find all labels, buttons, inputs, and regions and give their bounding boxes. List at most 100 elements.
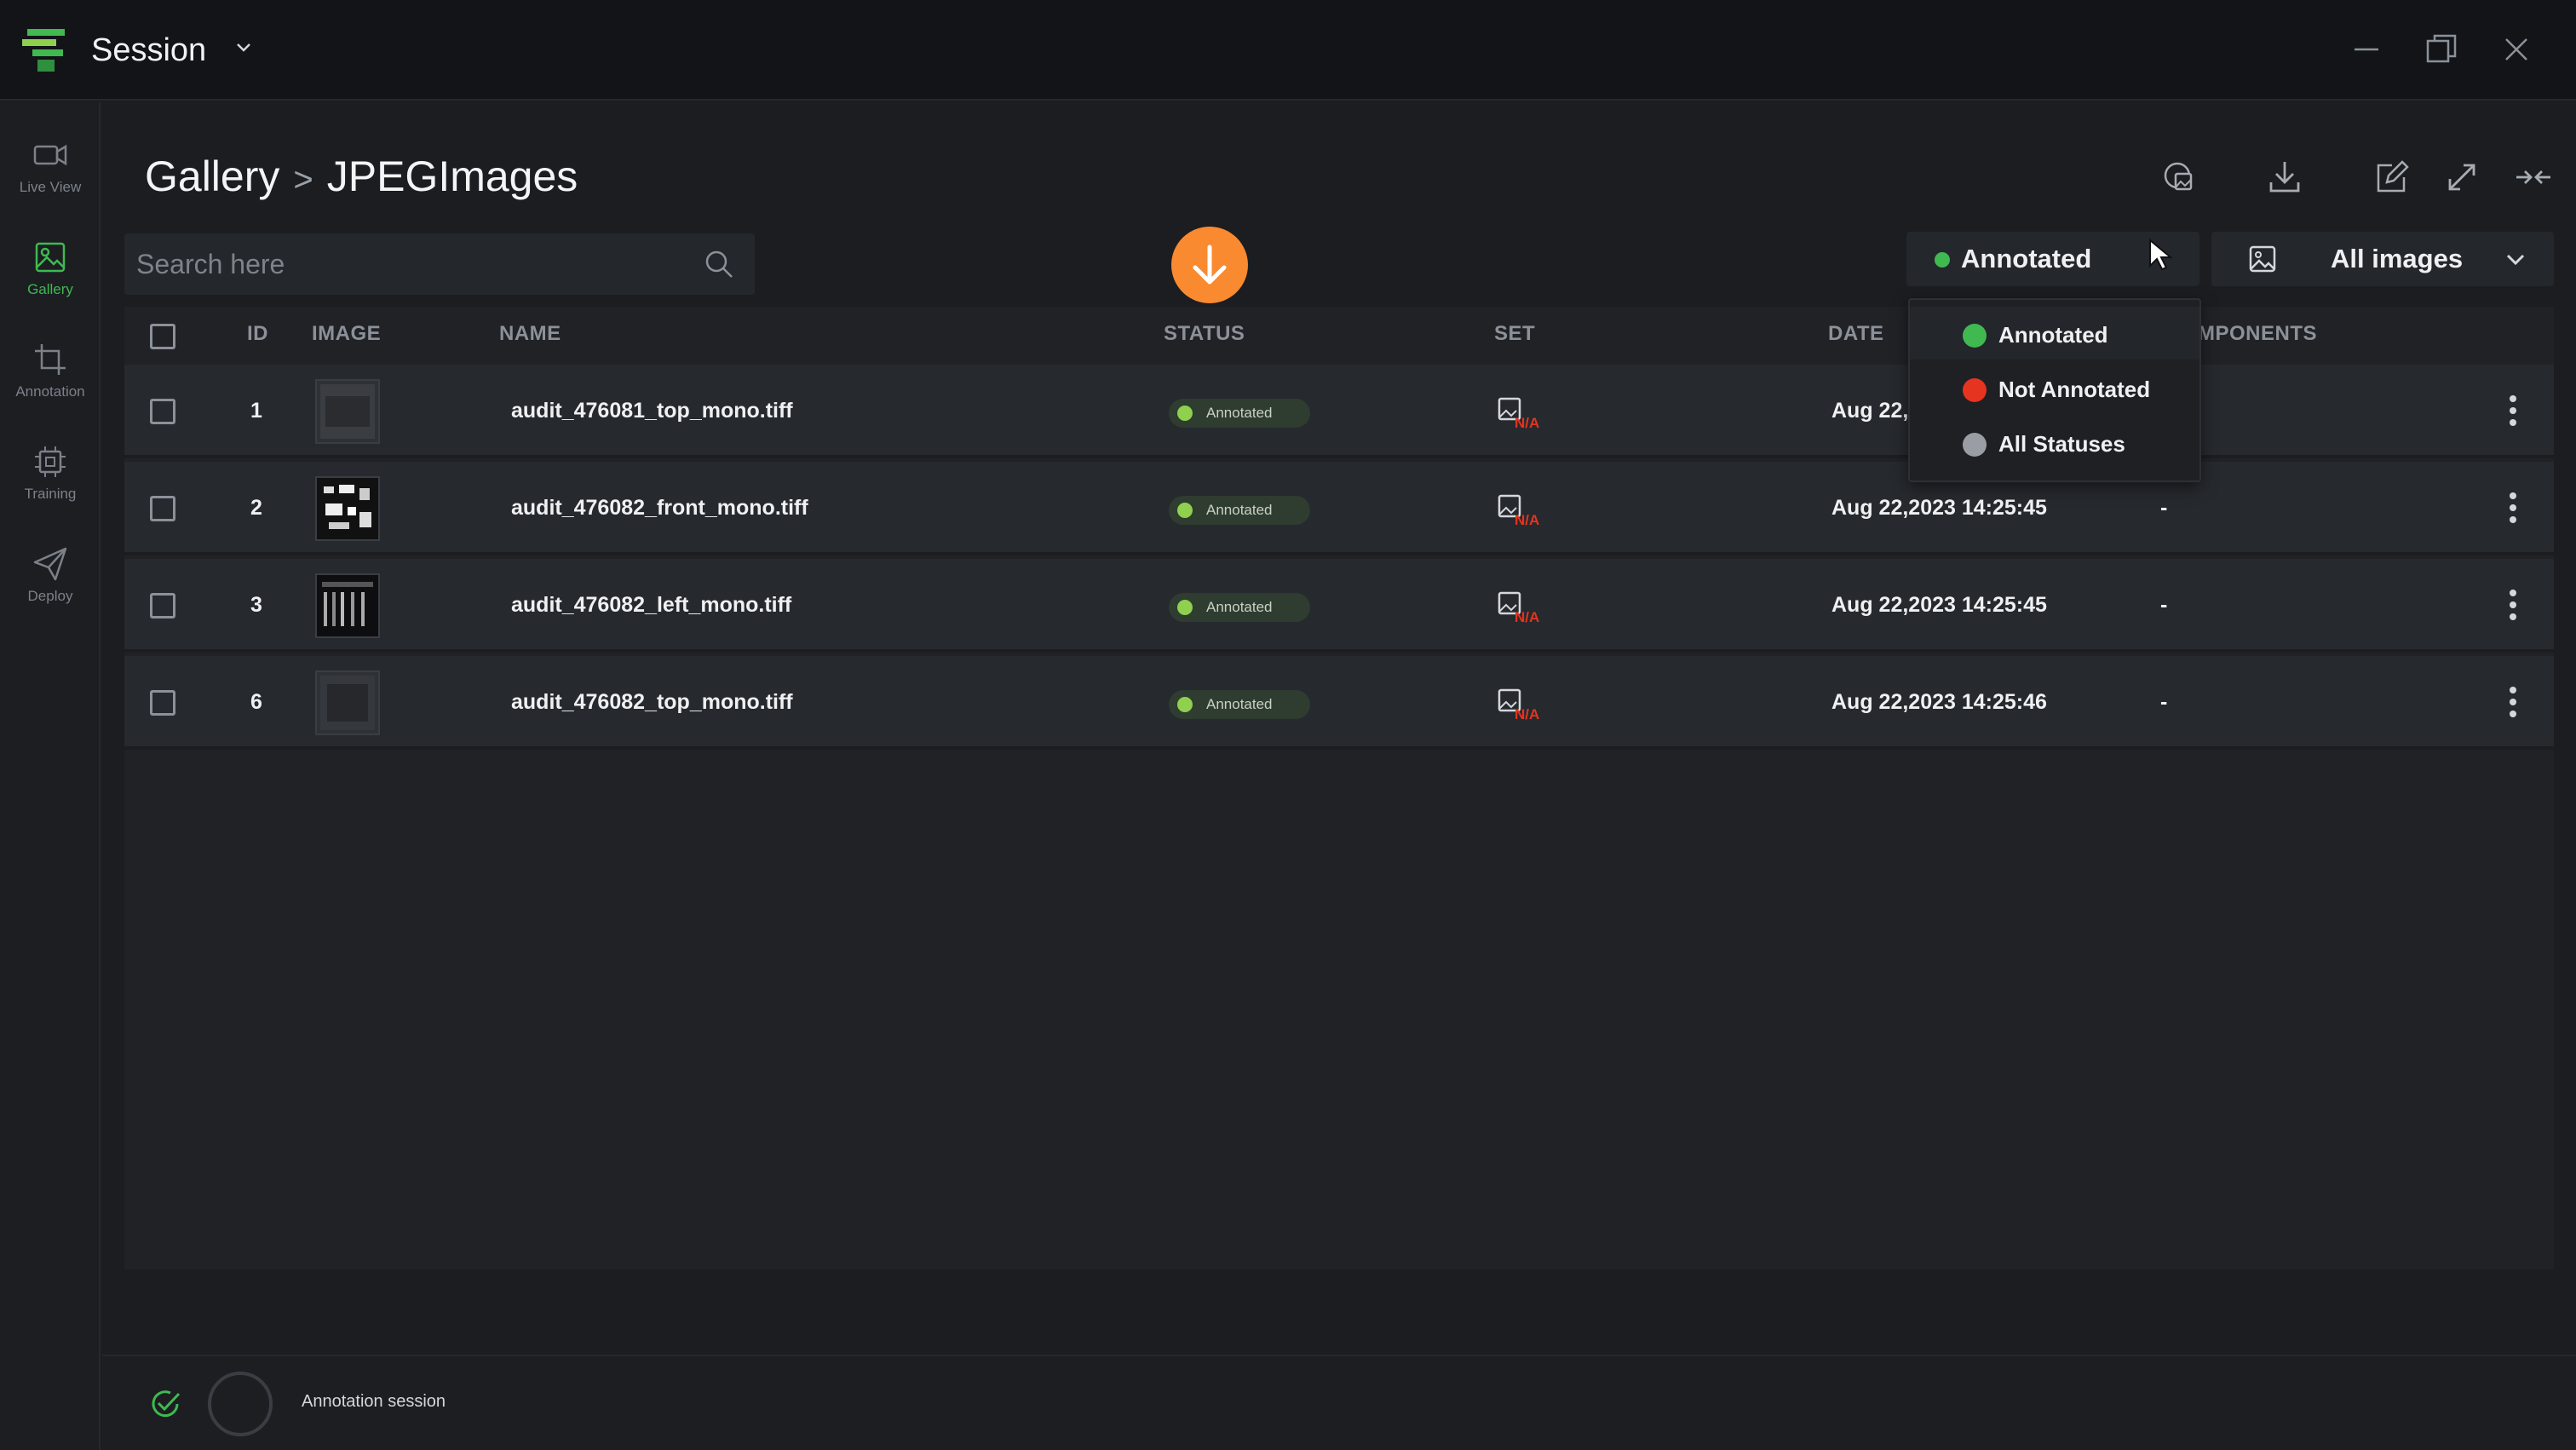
row-date: Aug 22,2023 14:25:45 <box>1831 593 2047 617</box>
status-option-all-statuses[interactable]: All Statuses <box>1910 416 2199 469</box>
column-header-status[interactable]: STATUS <box>1164 322 1245 345</box>
row-checkbox[interactable] <box>150 496 175 521</box>
table-row[interactable]: 3 audit_476082_left_mono.tiff Annotated … <box>124 559 2554 653</box>
table-row[interactable]: 6 audit_476082_top_mono.tiff Annotated N… <box>124 656 2554 750</box>
chip-icon <box>35 446 66 477</box>
breadcrumb-root[interactable]: Gallery <box>145 152 280 200</box>
more-options-icon[interactable] <box>2508 588 2518 622</box>
status-badge: Annotated <box>1169 593 1310 622</box>
app-logo-icon <box>22 29 65 72</box>
row-date: Aug 22,2023 14:25:45 <box>1831 496 2047 520</box>
image-filter-value: All images <box>2331 244 2464 273</box>
row-checkbox[interactable] <box>150 690 175 716</box>
more-options-icon[interactable] <box>2508 685 2518 719</box>
status-dot <box>1177 503 1193 518</box>
session-title[interactable]: Session <box>91 32 207 68</box>
status-text: Annotated <box>1206 696 1273 712</box>
minimize-icon[interactable] <box>2348 31 2385 68</box>
column-header-date[interactable]: DATE <box>1828 322 1884 345</box>
status-option-not-annotated[interactable]: Not Annotated <box>1910 361 2199 414</box>
row-date: Aug 22,2023 14:25:46 <box>1831 690 2047 714</box>
column-header-set[interactable]: SET <box>1494 322 1536 345</box>
status-text: Annotated <box>1206 599 1273 615</box>
status-option-label: Not Annotated <box>1998 377 2151 402</box>
status-dot <box>1935 252 1950 268</box>
row-id: 3 <box>250 593 262 617</box>
select-all-checkbox[interactable] <box>150 324 175 349</box>
status-text: Annotated <box>1206 502 1273 518</box>
status-text: Annotated <box>1206 405 1273 421</box>
row-components: - <box>2160 690 2168 714</box>
image-thumbnail[interactable] <box>315 670 380 735</box>
set-value: N/A <box>1515 609 1539 624</box>
progress-ring <box>208 1372 273 1436</box>
status-dot-green <box>1963 324 1987 348</box>
status-footer: Annotation session <box>102 1355 2576 1450</box>
status-dot-gray <box>1963 433 1987 457</box>
crop-icon <box>35 344 66 375</box>
status-badge: Annotated <box>1169 690 1310 719</box>
search-icon[interactable] <box>704 249 734 279</box>
status-dot <box>1177 406 1193 421</box>
collapse-icon[interactable] <box>2515 158 2552 196</box>
check-circle-icon <box>152 1390 181 1418</box>
sync-images-icon[interactable] <box>2160 158 2198 196</box>
restore-icon[interactable] <box>2423 31 2460 68</box>
scroll-down-button[interactable] <box>1171 227 1248 303</box>
status-option-label: All Statuses <box>1998 431 2125 457</box>
image-na-icon: N/A <box>1498 591 1539 624</box>
status-dot <box>1177 697 1193 712</box>
row-components: - <box>2160 593 2168 617</box>
edit-icon[interactable] <box>2373 158 2411 196</box>
set-value: N/A <box>1515 706 1539 721</box>
more-options-icon[interactable] <box>2508 394 2518 428</box>
row-name[interactable]: audit_476082_left_mono.tiff <box>511 593 792 617</box>
status-option-label: Annotated <box>1998 322 2108 348</box>
chevron-down-icon[interactable] <box>233 37 254 58</box>
status-dot-red <box>1963 378 1987 402</box>
close-icon[interactable] <box>2498 31 2535 68</box>
nav-label: Annotation <box>15 383 85 400</box>
table-header: ID IMAGE NAME STATUS SET DATE MPONENTS <box>124 307 2554 365</box>
nav-item-gallery[interactable]: Gallery <box>0 223 101 317</box>
image-thumbnail[interactable] <box>315 379 380 444</box>
nav-item-annotation[interactable]: Annotation <box>0 325 101 419</box>
row-checkbox[interactable] <box>150 399 175 424</box>
nav-label: Gallery <box>27 281 73 297</box>
nav-item-live-view[interactable]: Live View <box>0 121 101 215</box>
status-option-annotated[interactable]: Annotated <box>1910 307 2199 360</box>
image-thumbnail[interactable] <box>315 476 380 541</box>
image-thumbnail[interactable] <box>315 573 380 638</box>
expand-icon[interactable] <box>2443 158 2481 196</box>
arrow-down-icon <box>1193 245 1227 285</box>
status-badge: Annotated <box>1169 496 1310 525</box>
row-checkbox[interactable] <box>150 593 175 619</box>
nav-label: Live View <box>19 179 82 195</box>
row-components: - <box>2160 496 2168 520</box>
row-name[interactable]: audit_476082_top_mono.tiff <box>511 690 793 714</box>
image-na-icon: N/A <box>1498 494 1539 526</box>
image-na-icon: N/A <box>1498 397 1539 429</box>
row-id: 6 <box>250 690 262 714</box>
search-box <box>124 233 755 295</box>
nav-label: Training <box>24 486 77 502</box>
mouse-cursor-icon <box>2149 239 2173 271</box>
set-value: N/A <box>1515 415 1539 429</box>
search-input[interactable] <box>136 233 681 295</box>
more-options-icon[interactable] <box>2508 491 2518 525</box>
set-value: N/A <box>1515 512 1539 526</box>
nav-item-training[interactable]: Training <box>0 428 101 521</box>
breadcrumb-current: JPEGImages <box>326 152 578 200</box>
title-bar: Session <box>0 0 2576 101</box>
image-gallery-icon <box>35 242 66 273</box>
column-header-name[interactable]: NAME <box>499 322 561 345</box>
send-icon <box>33 547 67 581</box>
download-icon[interactable] <box>2266 158 2303 196</box>
column-header-id[interactable]: ID <box>247 322 268 345</box>
row-name[interactable]: audit_476082_front_mono.tiff <box>511 496 808 520</box>
column-header-components[interactable]: MPONENTS <box>2198 322 2318 345</box>
column-header-image[interactable]: IMAGE <box>312 322 382 345</box>
image-filter-select[interactable]: All images <box>2211 232 2554 286</box>
row-name[interactable]: audit_476081_top_mono.tiff <box>511 399 793 423</box>
nav-item-deploy[interactable]: Deploy <box>0 530 101 624</box>
